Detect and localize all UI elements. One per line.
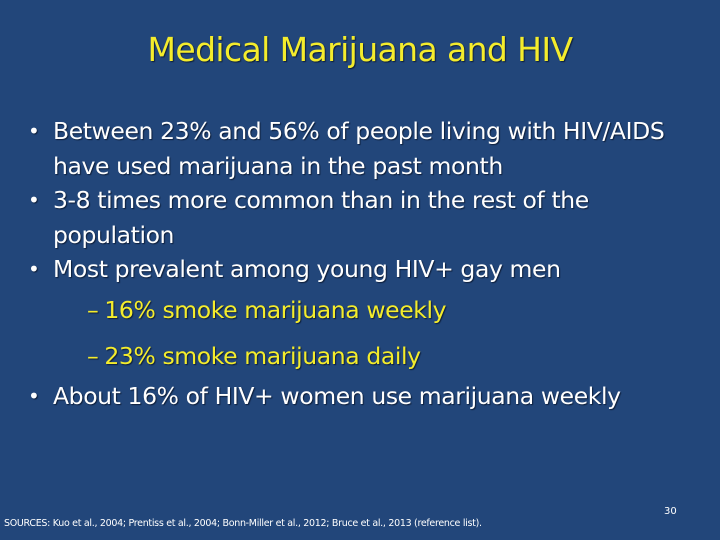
bullet-item: • Most prevalent among young HIV+ gay me…: [8, 252, 708, 287]
bullet-item: • Between 23% and 56% of people living w…: [8, 114, 708, 183]
sub-bullet-marker: –: [87, 341, 99, 370]
bullet-marker: •: [28, 383, 40, 408]
sub-bullet-item: –16% smoke marijuana weekly: [8, 287, 708, 333]
sub-bullet-item: –23% smoke marijuana daily: [8, 333, 708, 379]
bullet-marker: •: [28, 119, 40, 143]
bullet-item: • 3-8 times more common than in the rest…: [8, 183, 708, 252]
sub-bullet-marker: –: [87, 295, 99, 324]
bullet-text: Most prevalent among young HIV+ gay men: [53, 255, 561, 283]
bullet-marker: •: [28, 188, 40, 212]
sub-bullet-text: 23% smoke marijuana daily: [104, 341, 421, 370]
bullet-item: • About 16% of HIV+ women use marijuana …: [8, 379, 708, 414]
page-number: 30: [664, 506, 677, 517]
bullet-marker: •: [28, 257, 40, 281]
sub-bullet-text: 16% smoke marijuana weekly: [104, 295, 447, 324]
bullet-list: • Between 23% and 56% of people living w…: [8, 114, 708, 413]
slide-title: Medical Marijuana and HIV: [147, 30, 574, 69]
bullet-text: 3-8 times more common than in the rest o…: [53, 186, 589, 249]
sources-footnote: SOURCES: Kuo et al., 2004; Prentiss et a…: [4, 518, 482, 529]
bullet-text: Between 23% and 56% of people living wit…: [53, 117, 665, 180]
bullet-text: About 16% of HIV+ women use marijuana we…: [53, 381, 621, 410]
